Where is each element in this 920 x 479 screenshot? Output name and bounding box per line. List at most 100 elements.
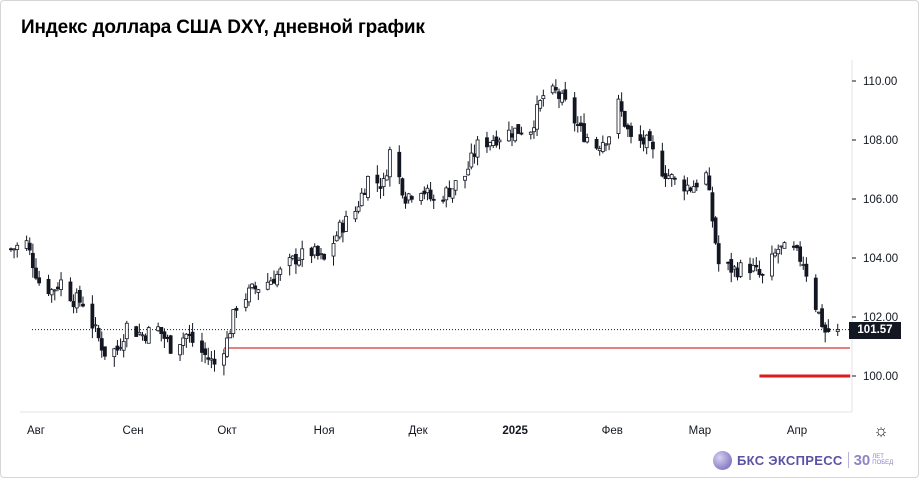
last-price-label: 101.57 (849, 322, 901, 339)
candle-body (406, 193, 411, 201)
candle-body (707, 175, 712, 191)
candle-body (826, 328, 831, 332)
candle-body (99, 338, 104, 351)
candle-body (387, 149, 392, 178)
candle-body (419, 193, 424, 201)
candle-body (682, 179, 687, 192)
candle-body (516, 124, 521, 134)
candle-body (666, 175, 671, 179)
candle-body (779, 245, 784, 248)
y-tick-label: 100.00 (863, 371, 898, 383)
candle-body (112, 348, 117, 358)
candle-body (165, 337, 170, 339)
candle-body (751, 264, 756, 272)
candle-body (663, 173, 668, 180)
x-tick-label: 2025 (502, 425, 528, 437)
candle-body (506, 129, 511, 142)
candle-body (441, 199, 446, 202)
chart-title: Индекс доллара США DXY, дневной график (21, 17, 425, 38)
candle-body (315, 245, 320, 257)
logo-years-caption: ЛЕТ ПОБЕД (872, 454, 893, 466)
candle-body (560, 92, 565, 103)
candle-body (629, 125, 633, 137)
candle-body (532, 127, 536, 133)
candle-body (770, 253, 774, 277)
candle-body (375, 174, 380, 184)
candle-body (403, 196, 408, 204)
candle-body (356, 206, 361, 212)
candle-body (528, 131, 533, 135)
candle-body (444, 187, 449, 201)
candle-body (384, 175, 389, 181)
candle-body (118, 347, 123, 350)
candle-body (287, 257, 292, 267)
candle-body (334, 235, 339, 242)
candle-body (660, 150, 665, 177)
candle-body (297, 260, 301, 266)
candle-body (466, 168, 471, 176)
candle-body (641, 137, 646, 145)
candle-body (206, 357, 211, 360)
candle-body (704, 172, 709, 185)
gear-icon[interactable]: ☼ (873, 421, 889, 440)
candle-body (732, 266, 737, 270)
candle-body (90, 303, 95, 329)
candle-body (168, 335, 173, 354)
candle-body (582, 123, 586, 142)
logo-years-sub-2: ПОБЕД (872, 460, 894, 466)
candle-body (353, 211, 358, 220)
candle-body (146, 327, 151, 344)
candle-body (553, 87, 558, 91)
candle-body (190, 331, 195, 343)
candle-body (68, 281, 73, 302)
candle-body (322, 253, 327, 260)
candle-body (619, 101, 624, 112)
candle-body (647, 131, 652, 141)
candle-body (52, 289, 57, 292)
candle-body (754, 264, 759, 268)
candle-body (835, 329, 840, 332)
candle-body (716, 243, 721, 265)
candle-body (541, 95, 546, 100)
candle-body (275, 273, 280, 286)
logo-divider (847, 452, 849, 468)
candle-body (447, 187, 452, 197)
candle-body (450, 188, 455, 199)
x-tick-label: Дек (408, 425, 428, 437)
candle-body (729, 259, 734, 273)
candle-body (290, 255, 295, 259)
candle-body (137, 331, 142, 335)
bks-logo: БКС ЭКСПРЕСС 30 ЛЕТ ПОБЕД (713, 450, 893, 470)
candle-body (156, 326, 161, 332)
candle-body (431, 198, 436, 201)
candle-body (713, 217, 718, 244)
candle-body (463, 175, 467, 181)
candle-body (519, 132, 524, 135)
candle-body (247, 287, 251, 303)
candle-body (341, 222, 345, 233)
candle-body (535, 104, 539, 130)
candle-body (319, 253, 323, 255)
candle-body (494, 136, 499, 146)
candle-body (735, 267, 740, 278)
candle-body (475, 139, 480, 158)
candle-body (209, 358, 214, 361)
x-tick-label: Фев (602, 425, 623, 437)
candle-body (791, 245, 796, 248)
candle-body (688, 187, 693, 191)
x-tick-label: Окт (217, 425, 237, 437)
candle-body (300, 248, 305, 260)
candle-body (782, 242, 787, 249)
candle-body (212, 358, 217, 365)
candle-body (56, 286, 60, 290)
candle-body (187, 333, 192, 337)
y-tick-label: 104.00 (863, 253, 898, 265)
candle-body (422, 190, 427, 195)
candle-body (362, 192, 367, 195)
candle-body (597, 148, 602, 152)
candle-body (594, 138, 599, 149)
candle-body (469, 152, 474, 168)
candle-body (46, 278, 51, 294)
candle-body (644, 134, 649, 149)
